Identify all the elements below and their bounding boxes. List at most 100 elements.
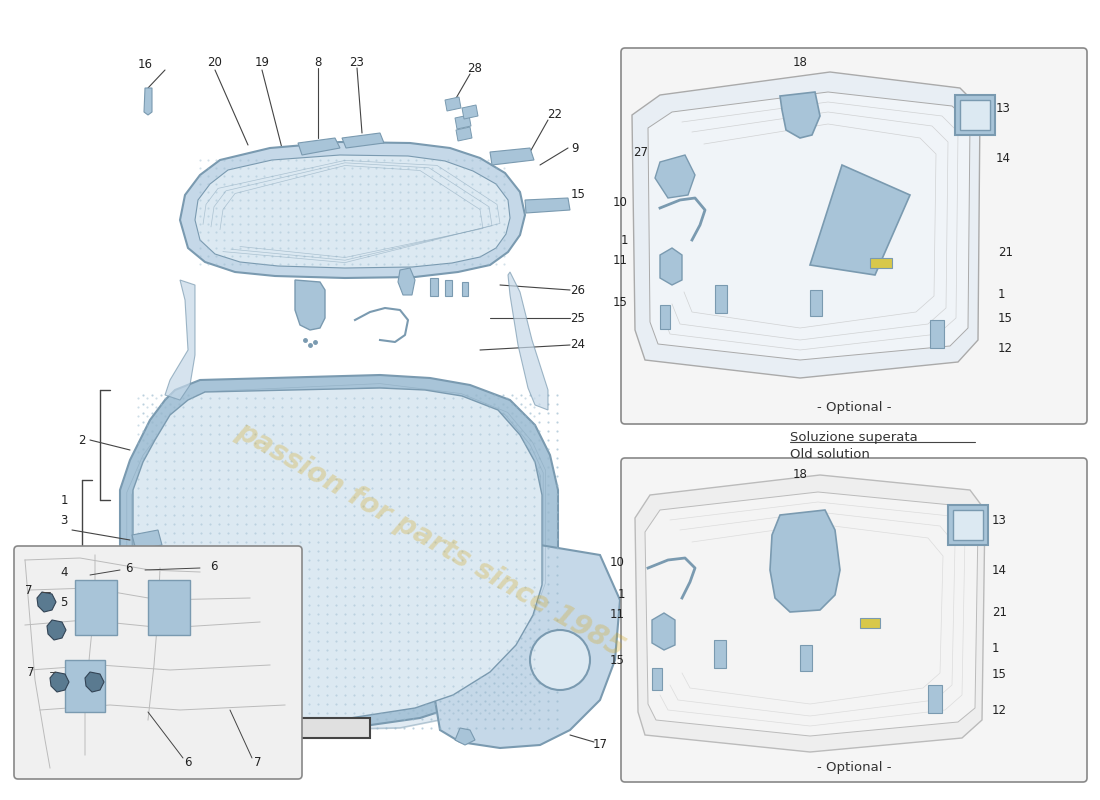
Text: 11: 11: [613, 254, 628, 266]
Polygon shape: [132, 530, 162, 550]
Text: - Optional -: - Optional -: [816, 402, 891, 414]
Bar: [715, 285, 727, 313]
Text: 16: 16: [138, 58, 153, 71]
Text: 6: 6: [210, 559, 218, 573]
Bar: [810, 290, 822, 316]
FancyBboxPatch shape: [14, 546, 302, 779]
Text: 26: 26: [571, 283, 585, 297]
Text: passion for parts since 1985: passion for parts since 1985: [231, 417, 629, 663]
Text: 27: 27: [632, 146, 648, 158]
Text: 5: 5: [60, 595, 68, 609]
Polygon shape: [47, 620, 66, 640]
Circle shape: [530, 630, 590, 690]
Polygon shape: [133, 388, 542, 720]
Text: 22: 22: [548, 109, 562, 122]
Polygon shape: [456, 127, 472, 141]
Bar: [482, 556, 502, 572]
Text: 17: 17: [593, 738, 607, 751]
Polygon shape: [455, 728, 475, 745]
Polygon shape: [810, 165, 910, 275]
Text: 7: 7: [24, 583, 32, 597]
Polygon shape: [648, 92, 970, 360]
FancyBboxPatch shape: [621, 48, 1087, 424]
Polygon shape: [140, 500, 540, 730]
Text: 11: 11: [610, 609, 625, 622]
Polygon shape: [50, 672, 69, 692]
Text: Old solution: Old solution: [790, 449, 870, 462]
Polygon shape: [258, 708, 370, 748]
Bar: [960, 100, 990, 130]
Bar: [928, 685, 942, 713]
Text: 15: 15: [571, 189, 585, 202]
Bar: [148, 580, 190, 635]
Polygon shape: [455, 115, 471, 129]
Bar: [446, 280, 452, 296]
Bar: [870, 258, 892, 268]
Text: - Optional -: - Optional -: [816, 762, 891, 774]
Polygon shape: [632, 72, 980, 378]
Text: 9: 9: [571, 142, 579, 154]
Text: 10: 10: [613, 195, 628, 209]
Polygon shape: [420, 530, 620, 748]
Text: 7: 7: [254, 755, 262, 769]
Bar: [65, 660, 104, 712]
Text: 20: 20: [208, 55, 222, 69]
Text: 18: 18: [793, 55, 807, 69]
Polygon shape: [770, 510, 840, 612]
Text: 15: 15: [992, 669, 1007, 682]
Polygon shape: [144, 88, 152, 115]
Text: 18: 18: [793, 469, 807, 482]
Text: 4: 4: [60, 566, 68, 578]
Text: 7: 7: [28, 666, 35, 678]
Polygon shape: [652, 613, 675, 650]
Text: 14: 14: [992, 563, 1007, 577]
Polygon shape: [342, 133, 384, 148]
Bar: [430, 278, 438, 296]
Bar: [930, 320, 944, 348]
Text: 23: 23: [350, 55, 364, 69]
Text: 1: 1: [992, 642, 1000, 654]
Text: 6: 6: [185, 755, 191, 769]
Polygon shape: [37, 592, 56, 612]
Text: 1: 1: [60, 494, 68, 506]
Polygon shape: [298, 138, 340, 155]
Text: 19: 19: [254, 55, 270, 69]
Text: 3: 3: [60, 514, 68, 526]
Text: 8: 8: [315, 55, 321, 69]
Polygon shape: [462, 105, 478, 119]
Bar: [860, 618, 880, 628]
Text: 28: 28: [468, 62, 483, 74]
Bar: [800, 645, 812, 671]
Text: 13: 13: [992, 514, 1007, 526]
Bar: [660, 305, 670, 329]
Polygon shape: [525, 198, 570, 213]
Text: 15: 15: [613, 295, 628, 309]
Bar: [652, 668, 662, 690]
Polygon shape: [780, 92, 820, 138]
Text: 24: 24: [571, 338, 585, 351]
Text: 6: 6: [125, 562, 132, 574]
Polygon shape: [654, 155, 695, 198]
Polygon shape: [195, 155, 510, 268]
Polygon shape: [446, 97, 461, 111]
Text: 1: 1: [998, 289, 1005, 302]
Text: 10: 10: [610, 555, 625, 569]
Text: 25: 25: [571, 311, 585, 325]
Text: 15: 15: [998, 311, 1013, 325]
Bar: [948, 505, 988, 545]
Polygon shape: [508, 272, 548, 410]
Polygon shape: [398, 268, 415, 295]
Bar: [75, 580, 117, 635]
Polygon shape: [645, 492, 978, 736]
FancyBboxPatch shape: [621, 458, 1087, 782]
Bar: [714, 640, 726, 668]
Text: 1: 1: [620, 234, 628, 246]
Text: 21: 21: [998, 246, 1013, 258]
Text: 2: 2: [78, 434, 86, 446]
Text: 1: 1: [617, 589, 625, 602]
Polygon shape: [295, 280, 324, 330]
Text: 15: 15: [610, 654, 625, 666]
Text: 21: 21: [992, 606, 1007, 618]
Text: 13: 13: [996, 102, 1011, 114]
Bar: [955, 95, 996, 135]
